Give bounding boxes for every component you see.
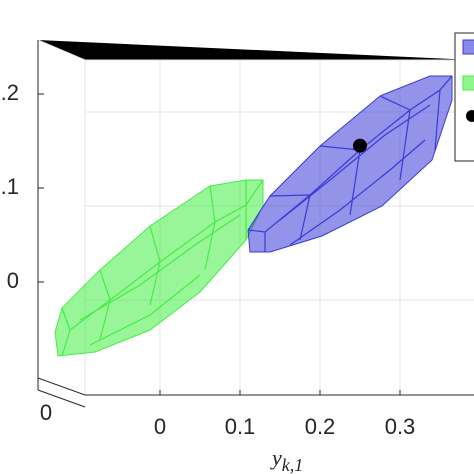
- y-tick-label: 0.2: [0, 80, 19, 105]
- set-edges: [61, 179, 264, 357]
- x-axis-label: yk,1: [270, 445, 303, 474]
- green-set: [54, 179, 264, 357]
- x-tick-label: 0.3: [385, 414, 416, 439]
- depth-axis: [37, 389, 86, 408]
- point: [353, 138, 367, 153]
- x-tick-label: 0.1: [225, 414, 256, 439]
- legend-swatch: [462, 39, 474, 55]
- bottom-axis-line: [37, 377, 474, 396]
- box-edge: [37, 39, 474, 61]
- legend-box: [454, 32, 474, 162]
- blue-set: [247, 75, 453, 253]
- depth-tick-label: 0: [40, 400, 52, 425]
- y-tick-label: 0: [7, 268, 19, 293]
- x-tick-label: 0: [154, 414, 166, 439]
- legend-point: [466, 110, 474, 122]
- x-tick-label: 0.2: [305, 414, 336, 439]
- y-tick-label: 0.1: [0, 174, 19, 199]
- legend-swatch: [462, 75, 474, 91]
